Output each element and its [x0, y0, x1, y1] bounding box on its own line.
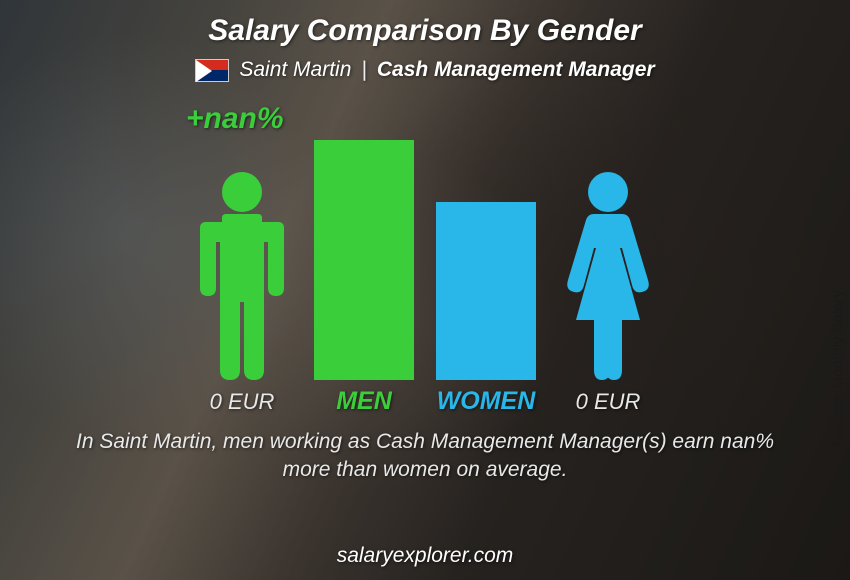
location-text: Saint Martin [239, 58, 351, 82]
chart-area: +nan% 0 EUR MEN WOMEN 0 EUR [0, 90, 850, 420]
y-axis-label: Average Monthly Salary [830, 290, 847, 449]
woman-icon [558, 170, 658, 380]
men-value: 0 EUR [192, 389, 292, 415]
women-bar [436, 202, 536, 380]
subtitle-row: Saint Martin | Cash Management Manager [0, 58, 850, 82]
description: In Saint Martin, men working as Cash Man… [0, 428, 850, 485]
footer-attribution: salaryexplorer.com [0, 544, 850, 568]
women-value: 0 EUR [558, 389, 658, 415]
separator: | [361, 58, 366, 82]
infographic-container: Salary Comparison By Gender Saint Martin… [0, 0, 850, 580]
job-title: Cash Management Manager [377, 58, 655, 82]
man-icon [192, 170, 292, 380]
chart-row: +nan% [192, 140, 658, 380]
bottom-labels: 0 EUR MEN WOMEN 0 EUR [192, 387, 658, 416]
flag-icon [195, 59, 229, 82]
women-label: WOMEN [436, 387, 536, 416]
page-title: Salary Comparison By Gender [0, 0, 850, 48]
men-bar: +nan% [314, 140, 414, 380]
men-label: MEN [314, 387, 414, 416]
percentage-label: +nan% [186, 102, 284, 136]
